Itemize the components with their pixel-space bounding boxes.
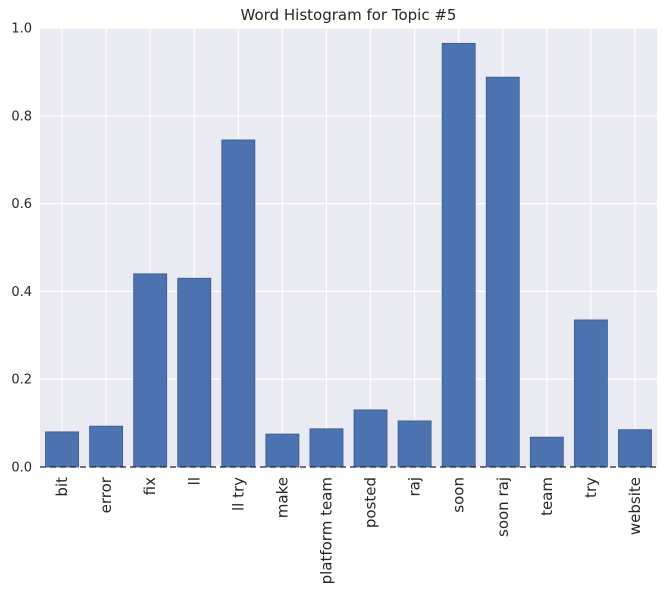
bar-ll-try — [221, 139, 256, 468]
x-tick-label: ll — [185, 477, 203, 485]
x-tick-label: team — [538, 477, 556, 516]
grid-lines — [40, 27, 657, 468]
x-tick-label: website — [626, 477, 644, 535]
x-tick-label: bit — [53, 477, 71, 497]
bar-bit — [45, 431, 79, 468]
x-tick-label: fix — [141, 477, 159, 495]
x-tick-label: platform team — [317, 477, 335, 584]
bar-raj — [397, 420, 432, 468]
x-tick-label: ll try — [229, 477, 247, 511]
x-tick-label: error — [97, 476, 115, 513]
bar-posted — [353, 409, 388, 468]
bar-platform-team — [309, 428, 344, 468]
bar-make — [265, 433, 300, 468]
bar-team — [529, 436, 564, 468]
bar-fix — [133, 273, 168, 468]
bar-error — [89, 425, 124, 468]
bar-soon — [441, 42, 476, 468]
y-tick-label: 0.2 — [11, 373, 32, 388]
x-tick-label: soon — [450, 477, 468, 513]
bar-soon-raj — [485, 76, 520, 468]
x-tick-label: raj — [406, 477, 424, 497]
y-tick-label: 0.4 — [11, 285, 32, 300]
y-tick-label: 0.8 — [11, 109, 32, 124]
x-tick-label: make — [273, 477, 291, 518]
x-tick-label: posted — [362, 477, 380, 528]
x-axis-ticks: bit error fix ll ll try make platform team post… — [53, 476, 644, 584]
y-axis-ticks: 0.0 0.2 0.4 0.6 0.8 1.0 — [11, 22, 32, 476]
y-tick-label: 0.0 — [11, 461, 32, 476]
bar-ll — [177, 277, 212, 468]
y-tick-label: 0.6 — [11, 197, 32, 212]
bars — [45, 42, 652, 468]
x-tick-label: try — [582, 477, 600, 498]
plot-area — [40, 28, 657, 467]
y-tick-label: 1.0 — [11, 22, 32, 37]
chart-title: Word Histogram for Topic #5 — [241, 6, 457, 24]
bar-website — [618, 429, 652, 468]
x-tick-label: soon raj — [494, 477, 512, 537]
bar-try — [573, 319, 608, 468]
